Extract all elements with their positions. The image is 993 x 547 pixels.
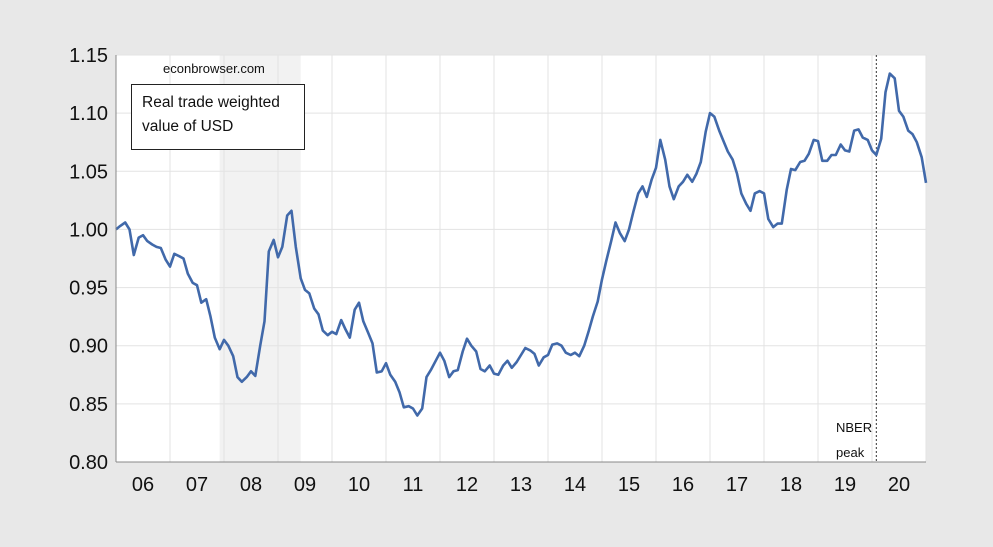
- nber-annotation-line-1: NBER: [836, 420, 873, 435]
- x-tick-label: 07: [186, 474, 208, 496]
- x-tick-label: 09: [294, 474, 316, 496]
- legend-line-1: Real trade weighted: [142, 94, 280, 111]
- x-tick-label: 11: [403, 474, 424, 496]
- y-tick-label: 0.85: [69, 394, 108, 416]
- x-tick-label: 13: [510, 474, 532, 496]
- y-tick-label: 1.05: [69, 161, 108, 183]
- x-tick-label: 12: [456, 474, 478, 496]
- y-tick-label: 1.15: [69, 45, 108, 67]
- y-tick-label: 0.90: [69, 336, 108, 358]
- x-tick-label: 15: [618, 474, 640, 496]
- x-tick-label: 08: [240, 474, 262, 496]
- y-tick-label: 0.80: [69, 452, 108, 474]
- legend-line-2: value of USD: [142, 118, 234, 135]
- y-tick-label: 1.00: [69, 219, 108, 241]
- source-label: econbrowser.com: [163, 61, 265, 76]
- y-tick-label: 0.95: [69, 278, 108, 300]
- x-tick-label: 06: [132, 474, 154, 496]
- series-line-usd: [115, 72, 928, 417]
- y-tick-label: 1.10: [69, 103, 108, 125]
- x-tick-label: 17: [726, 474, 748, 496]
- legend-box: Real trade weighted value of USD: [131, 84, 305, 150]
- x-tick-label: 19: [834, 474, 856, 496]
- x-tick-label: 10: [348, 474, 370, 496]
- x-tick-label: 16: [672, 474, 694, 496]
- x-tick-label: 14: [564, 474, 586, 496]
- nber-annotation-line-2: peak: [836, 445, 865, 460]
- x-tick-label: 18: [780, 474, 802, 496]
- x-tick-label: 20: [888, 474, 910, 496]
